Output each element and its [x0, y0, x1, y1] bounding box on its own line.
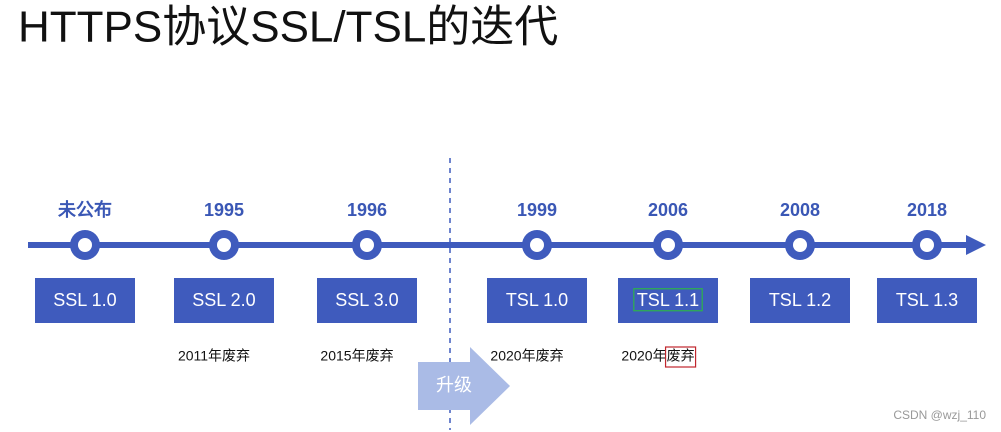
upgrade-label: 升级: [436, 375, 472, 395]
deprecation-note: 2020年废弃: [490, 348, 563, 364]
version-label: TSL 1.2: [769, 290, 831, 310]
node-year: 2008: [780, 200, 820, 220]
deprecation-note: 2020年废弃: [621, 348, 694, 364]
version-label: SSL 1.0: [53, 290, 116, 310]
title: HTTPS协议SSL/TSL的迭代: [18, 3, 558, 52]
node-year: 未公布: [58, 199, 112, 220]
highlight-box: [633, 288, 703, 312]
node-dot-inner: [78, 238, 92, 252]
version-box: [35, 278, 135, 323]
node-dot-inner: [530, 238, 544, 252]
node-year: 1999: [517, 200, 557, 220]
node-dot-inner: [360, 238, 374, 252]
node-dot-inner: [793, 238, 807, 252]
version-box: [750, 278, 850, 323]
version-label: SSL 2.0: [192, 290, 255, 310]
deprecation-note: 2015年废弃: [320, 348, 393, 364]
node-year: 1995: [204, 200, 244, 220]
watermark: CSDN @wzj_110: [893, 408, 986, 422]
version-label: TSL 1.0: [506, 290, 568, 310]
upgrade-arrow: [418, 347, 510, 425]
version-box: [317, 278, 417, 323]
version-label: TSL 1.1: [637, 290, 699, 310]
highlight-box: [664, 346, 697, 368]
node-dot-inner: [920, 238, 934, 252]
deprecation-note: 2011年废弃: [178, 348, 250, 364]
version-label: TSL 1.3: [896, 290, 958, 310]
node-year: 1996: [347, 200, 387, 220]
version-box: [618, 278, 718, 323]
version-box: [174, 278, 274, 323]
node-year: 2006: [648, 200, 688, 220]
node-year: 2018: [907, 200, 947, 220]
version-label: SSL 3.0: [335, 290, 398, 310]
version-box: [487, 278, 587, 323]
node-dot-inner: [661, 238, 675, 252]
node-dot-inner: [217, 238, 231, 252]
version-box: [877, 278, 977, 323]
timeline-arrow: [966, 235, 986, 255]
